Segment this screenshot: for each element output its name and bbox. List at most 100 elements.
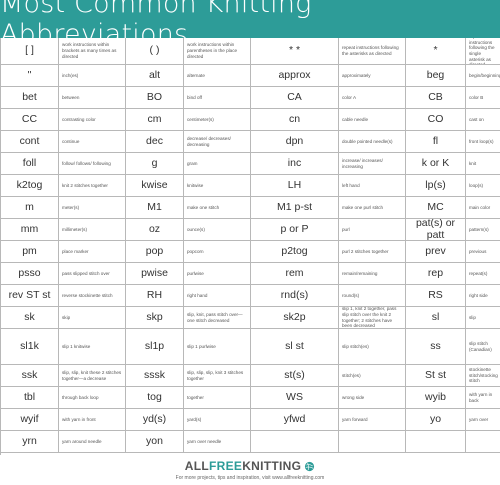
meaning-cell: color A: [339, 87, 406, 109]
abbreviation-cell: psso: [1, 263, 59, 285]
meaning-cell: continue: [59, 131, 126, 153]
meaning-cell: previous: [466, 241, 500, 263]
abbreviation-cell: foll: [1, 153, 59, 175]
abbreviation-cell: tog: [126, 387, 184, 409]
meaning-cell: remain/remaining: [339, 263, 406, 285]
meaning-cell: left hand: [339, 175, 406, 197]
abbreviation-cell: st(s): [251, 365, 339, 387]
abbreviation-cell: yrn: [1, 431, 59, 453]
abbreviation-cell: WS: [251, 387, 339, 409]
meaning-cell: repeat instructions following the single…: [466, 38, 500, 65]
logo-word-knitting: KNITTING: [242, 459, 302, 473]
meaning-cell: repeat instructions following the asteri…: [339, 38, 406, 65]
abbreviation-cell: pm: [1, 241, 59, 263]
meaning-cell: ounce(s): [184, 219, 251, 241]
abbreviation-cell: RS: [406, 285, 466, 307]
abbreviation-cell: sk2p: [251, 307, 339, 329]
abbreviation-cell: k2tog: [1, 175, 59, 197]
abbreviation-cell: yon: [126, 431, 184, 453]
meaning-cell: skip: [59, 307, 126, 329]
abbreviation-cell: sssk: [126, 365, 184, 387]
abbreviation-cell: St st: [406, 365, 466, 387]
abbreviation-cell: wyib: [406, 387, 466, 409]
meaning-cell: double pointed needle(s): [339, 131, 406, 153]
abbreviation-cell: mm: [1, 219, 59, 241]
meaning-cell: through back loop: [59, 387, 126, 409]
meaning-cell: [466, 431, 500, 453]
abbreviation-cell: kwise: [126, 175, 184, 197]
meaning-cell: gram: [184, 153, 251, 175]
abbreviation-cell: *: [406, 38, 466, 65]
abbreviation-cell: [251, 431, 339, 453]
abbreviation-cell: rep: [406, 263, 466, 285]
meaning-cell: millimeter(s): [59, 219, 126, 241]
meaning-cell: work instructions within parentheses in …: [184, 38, 251, 65]
meaning-cell: right side: [466, 285, 500, 307]
abbreviation-cell: p or P: [251, 219, 339, 241]
abbreviation-cell: cn: [251, 109, 339, 131]
meaning-cell: popcorn: [184, 241, 251, 263]
meaning-cell: cable needle: [339, 109, 406, 131]
abbreviation-cell: CA: [251, 87, 339, 109]
abbreviation-cell: k or K: [406, 153, 466, 175]
abbreviation-cell: rem: [251, 263, 339, 285]
meaning-cell: follow/ follows/ following: [59, 153, 126, 175]
meaning-cell: slip, slip, knit these 2 stitches togeth…: [59, 365, 126, 387]
abbreviation-cell: bet: [1, 87, 59, 109]
meaning-cell: together: [184, 387, 251, 409]
abbreviation-cell: BO: [126, 87, 184, 109]
abbreviation-cell: approx: [251, 65, 339, 87]
meaning-cell: pattern(s): [466, 219, 500, 241]
abbreviation-cell: tbl: [1, 387, 59, 409]
meaning-cell: color B: [466, 87, 500, 109]
abbreviation-cell: pat(s) or patt: [406, 219, 466, 241]
abbreviations-table: [ ] work instructions within brackets as …: [0, 38, 500, 455]
abbreviation-cell: sl: [406, 307, 466, 329]
meaning-cell: slip 1, knit 2 together, pass slip stitc…: [339, 307, 406, 329]
meaning-cell: centimeter(s): [184, 109, 251, 131]
abbreviation-cell: * *: [251, 38, 339, 65]
meaning-cell: [339, 431, 406, 453]
abbreviation-cell: wyif: [1, 409, 59, 431]
abbreviation-cell: [406, 431, 466, 453]
abbreviation-cell: LH: [251, 175, 339, 197]
abbreviation-cell: M1 p-st: [251, 197, 339, 219]
abbreviation-cell: M1: [126, 197, 184, 219]
logo-word-all: ALL: [184, 459, 209, 473]
meaning-cell: between: [59, 87, 126, 109]
meaning-cell: yarn over: [466, 409, 500, 431]
abbreviation-cell: dpn: [251, 131, 339, 153]
footer-tagline: For more projects, tips and inspiration,…: [175, 475, 325, 481]
abbreviation-cell: oz: [126, 219, 184, 241]
meaning-cell: approximately: [339, 65, 406, 87]
abbreviation-cell: m: [1, 197, 59, 219]
meaning-cell: front loop(s): [466, 131, 500, 153]
meaning-cell: work instructions within brackets as man…: [59, 38, 126, 65]
meaning-cell: slip stitch (Canadian): [466, 329, 500, 365]
abbreviation-cell: beg: [406, 65, 466, 87]
meaning-cell: repeat(s): [466, 263, 500, 285]
abbreviation-cell: yd(s): [126, 409, 184, 431]
meaning-cell: place marker: [59, 241, 126, 263]
abbreviation-cell: p2tog: [251, 241, 339, 263]
abbreviation-cell: CO: [406, 109, 466, 131]
meaning-cell: inch(es): [59, 65, 126, 87]
page-title: Most Common Knitting Abbreviations: [0, 0, 500, 50]
abbreviation-cell: skp: [126, 307, 184, 329]
abbreviation-cell: sl1k: [1, 329, 59, 365]
abbreviation-cell: alt: [126, 65, 184, 87]
meaning-cell: slip, knit, pass stitch over—one stitch …: [184, 307, 251, 329]
abbreviation-cell: lp(s): [406, 175, 466, 197]
meaning-cell: increase/ increases/ increasing: [339, 153, 406, 175]
abbreviation-cell: sl st: [251, 329, 339, 365]
abbreviation-cell: ": [1, 65, 59, 87]
abbreviation-cell: CC: [1, 109, 59, 131]
page-title-text: Most Common Knitting Abbreviations: [0, 0, 312, 50]
meaning-cell: make one stitch: [184, 197, 251, 219]
meaning-cell: knitwise: [184, 175, 251, 197]
logo-word-free: FREE: [208, 459, 243, 473]
abbreviation-cell: CB: [406, 87, 466, 109]
meaning-cell: make one purl stitch: [339, 197, 406, 219]
meaning-cell: slip stitch(es): [339, 329, 406, 365]
abbreviation-cell: pwise: [126, 263, 184, 285]
